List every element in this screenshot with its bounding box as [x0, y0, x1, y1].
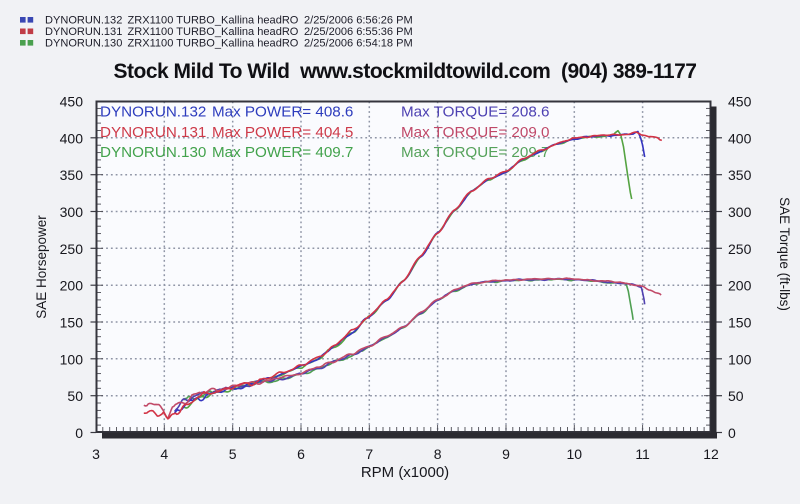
svg-text:100: 100: [728, 351, 752, 367]
svg-text:DYNORUN.131: DYNORUN.131: [100, 124, 206, 141]
svg-text:350: 350: [728, 167, 752, 183]
svg-text:0: 0: [728, 425, 736, 441]
svg-text:150: 150: [60, 315, 84, 331]
svg-text:Max POWER= 409.7: Max POWER= 409.7: [212, 144, 353, 161]
svg-text:50: 50: [67, 388, 83, 404]
svg-text:DYNORUN.132: DYNORUN.132: [45, 15, 122, 27]
svg-text:ZRX1100 TURBO_Kallina headRO: ZRX1100 TURBO_Kallina headRO: [128, 26, 299, 38]
svg-text:Stock Mild To Wild www.stockm: Stock Mild To Wild www.stockmildtowild.c…: [114, 60, 697, 83]
svg-text:400: 400: [728, 130, 752, 146]
svg-text:Max POWER= 408.6: Max POWER= 408.6: [212, 104, 353, 121]
svg-text:DYNORUN.131: DYNORUN.131: [45, 26, 122, 38]
svg-text:11: 11: [635, 446, 650, 462]
svg-text:RPM (x1000): RPM (x1000): [361, 464, 449, 481]
svg-text:SAE Horsepower: SAE Horsepower: [34, 215, 49, 319]
svg-text:9: 9: [502, 446, 510, 462]
svg-text:Max TORQUE= 209.7: Max TORQUE= 209.7: [401, 144, 549, 161]
svg-text:ZRX1100 TURBO_Kallina headRO: ZRX1100 TURBO_Kallina headRO: [128, 15, 299, 27]
svg-text:350: 350: [60, 167, 84, 183]
svg-text:7: 7: [365, 446, 373, 462]
svg-text:200: 200: [728, 278, 752, 294]
svg-text:DYNORUN.130: DYNORUN.130: [45, 38, 122, 50]
svg-text:10: 10: [567, 446, 583, 462]
svg-text:200: 200: [60, 278, 84, 294]
svg-text:450: 450: [60, 94, 84, 110]
svg-text:100: 100: [60, 351, 84, 367]
svg-text:Max TORQUE= 208.6: Max TORQUE= 208.6: [401, 104, 549, 121]
svg-text:450: 450: [728, 94, 752, 110]
svg-text:Max POWER= 404.5: Max POWER= 404.5: [212, 124, 353, 141]
svg-text:2/25/2006 6:56:26 PM: 2/25/2006 6:56:26 PM: [304, 15, 413, 27]
svg-text:150: 150: [728, 315, 752, 331]
svg-text:300: 300: [728, 204, 752, 220]
svg-text:5: 5: [229, 446, 237, 462]
svg-text:300: 300: [60, 204, 84, 220]
svg-text:SAE Torque (ft-lbs): SAE Torque (ft-lbs): [777, 197, 792, 311]
svg-text:DYNORUN.130: DYNORUN.130: [100, 144, 206, 161]
svg-text:400: 400: [60, 130, 84, 146]
svg-text:12: 12: [703, 446, 719, 462]
svg-text:0: 0: [75, 425, 83, 441]
svg-text:ZRX1100 TURBO_Kallina headRO: ZRX1100 TURBO_Kallina headRO: [128, 38, 299, 50]
svg-text:6: 6: [297, 446, 305, 462]
svg-text:50: 50: [728, 388, 744, 404]
svg-text:2/25/2006 6:54:18 PM: 2/25/2006 6:54:18 PM: [304, 38, 413, 50]
svg-text:DYNORUN.132: DYNORUN.132: [100, 104, 206, 121]
svg-text:2/25/2006 6:55:36 PM: 2/25/2006 6:55:36 PM: [304, 26, 413, 38]
svg-text:Max TORQUE= 209.0: Max TORQUE= 209.0: [401, 124, 549, 141]
svg-text:250: 250: [728, 241, 752, 257]
svg-text:3: 3: [92, 446, 100, 462]
svg-text:8: 8: [434, 446, 442, 462]
svg-text:250: 250: [60, 241, 84, 257]
svg-text:4: 4: [160, 446, 168, 462]
